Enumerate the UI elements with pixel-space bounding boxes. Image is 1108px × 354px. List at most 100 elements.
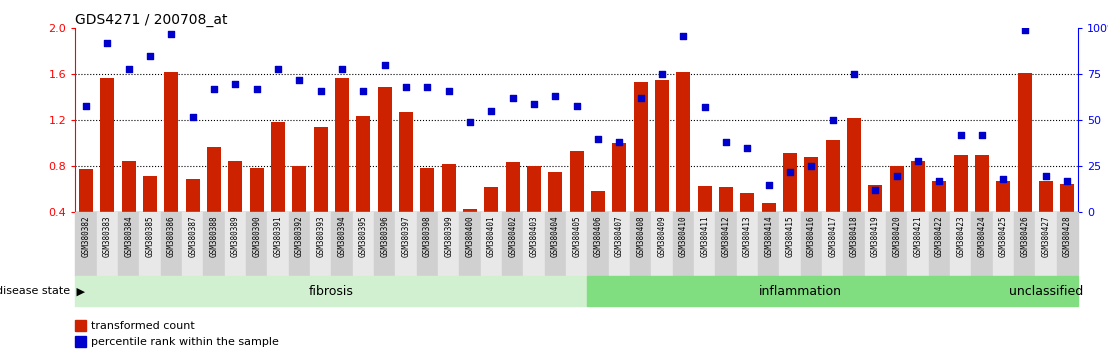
Text: GDS4271 / 200708_at: GDS4271 / 200708_at (75, 13, 228, 27)
Text: percentile rank within the sample: percentile rank within the sample (91, 337, 279, 347)
Bar (694, 212, 716, 276)
Bar (655, 80, 669, 258)
Bar (1039, 181, 1053, 258)
Text: GSM380404: GSM380404 (551, 216, 560, 257)
Bar (352, 212, 375, 276)
Bar (1035, 212, 1057, 276)
Bar (164, 72, 178, 258)
Text: GSM380397: GSM380397 (401, 216, 411, 257)
Bar (1014, 276, 1078, 306)
Point (461, 119, 479, 125)
Bar (502, 212, 523, 276)
Bar (161, 212, 182, 276)
Text: inflammation: inflammation (759, 285, 842, 298)
Bar (271, 121, 285, 258)
Point (248, 86, 266, 92)
Bar (587, 276, 1014, 306)
Text: GSM380407: GSM380407 (615, 216, 624, 257)
Text: GSM380382: GSM380382 (82, 216, 91, 257)
Point (675, 33, 692, 39)
Point (824, 118, 842, 123)
Point (632, 96, 649, 101)
Point (781, 169, 799, 175)
Point (845, 72, 863, 77)
Bar (314, 127, 328, 258)
Bar (505, 162, 520, 258)
Text: GSM380399: GSM380399 (444, 216, 453, 257)
Bar (523, 212, 545, 276)
Text: GSM380383: GSM380383 (103, 216, 112, 257)
Text: GSM380409: GSM380409 (657, 216, 667, 257)
Point (226, 81, 244, 86)
Bar (822, 212, 843, 276)
Text: unclassified: unclassified (1009, 285, 1084, 298)
Bar (698, 186, 711, 258)
Text: GSM380389: GSM380389 (230, 216, 239, 257)
Bar (869, 185, 882, 258)
Bar (417, 212, 438, 276)
Bar (119, 212, 140, 276)
Bar (293, 166, 306, 258)
Text: GSM380408: GSM380408 (636, 216, 645, 257)
Point (290, 77, 308, 83)
Bar (843, 212, 864, 276)
Text: GSM380424: GSM380424 (977, 216, 986, 257)
Bar (975, 155, 989, 258)
Bar (207, 147, 220, 258)
Bar (548, 172, 563, 258)
Text: GSM380388: GSM380388 (209, 216, 218, 257)
Point (952, 132, 970, 138)
Text: GSM380410: GSM380410 (679, 216, 688, 257)
Bar (140, 212, 161, 276)
Bar (783, 153, 797, 258)
Point (1058, 178, 1076, 184)
Bar (630, 212, 652, 276)
Bar (1057, 212, 1078, 276)
Point (717, 139, 735, 145)
Bar (825, 140, 840, 258)
Text: GSM380394: GSM380394 (338, 216, 347, 257)
Bar (801, 212, 822, 276)
Point (931, 178, 948, 184)
Bar (442, 164, 455, 258)
Text: transformed count: transformed count (91, 321, 195, 331)
Bar (378, 87, 391, 258)
Bar (608, 212, 630, 276)
Bar (933, 181, 946, 258)
Text: GSM380402: GSM380402 (509, 216, 517, 257)
Bar (864, 212, 886, 276)
Text: GSM380392: GSM380392 (295, 216, 304, 257)
Text: disease state: disease state (0, 286, 70, 296)
Text: GSM380401: GSM380401 (486, 216, 496, 257)
Text: GSM380428: GSM380428 (1063, 216, 1071, 257)
Text: GSM380385: GSM380385 (145, 216, 154, 257)
Point (888, 173, 905, 178)
Point (995, 176, 1013, 182)
Bar (570, 152, 584, 258)
Bar (613, 143, 626, 258)
Bar (890, 166, 904, 258)
Bar (289, 212, 310, 276)
Bar (79, 169, 93, 258)
Bar (481, 212, 502, 276)
Point (419, 84, 437, 90)
Bar (143, 176, 157, 258)
Bar (911, 161, 925, 258)
Text: GSM380386: GSM380386 (167, 216, 176, 257)
Point (910, 158, 927, 164)
Bar (954, 155, 967, 258)
Bar (228, 161, 243, 258)
Text: GSM380423: GSM380423 (956, 216, 965, 257)
Bar (779, 212, 801, 276)
Text: GSM380425: GSM380425 (999, 216, 1008, 257)
Bar (587, 212, 608, 276)
Point (760, 182, 778, 188)
Bar (591, 190, 605, 258)
Bar (677, 72, 690, 258)
Text: GSM380414: GSM380414 (765, 216, 773, 257)
Bar (460, 212, 481, 276)
Text: GSM380396: GSM380396 (380, 216, 389, 257)
Bar (310, 212, 331, 276)
Bar (1060, 184, 1075, 258)
Bar (907, 212, 929, 276)
